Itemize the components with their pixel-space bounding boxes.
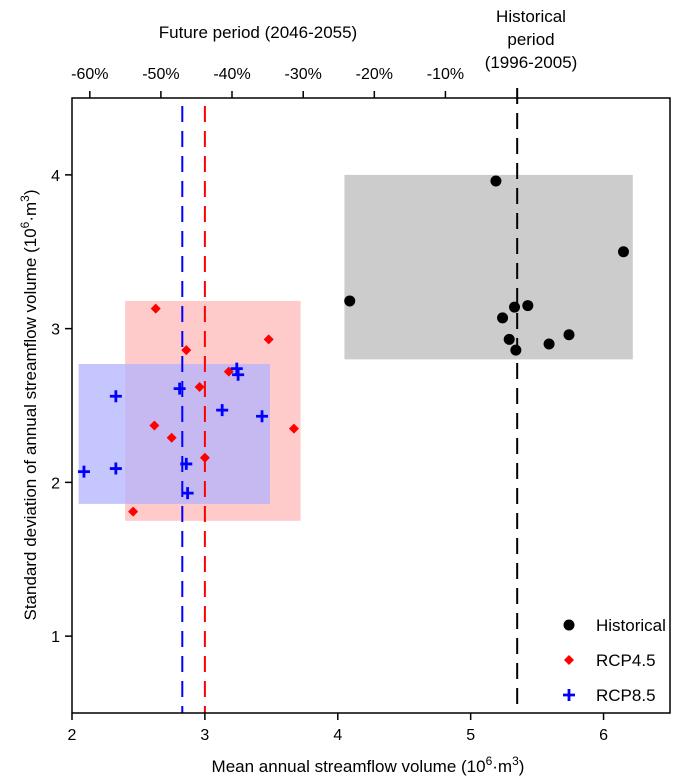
point-rcp45 xyxy=(199,452,210,463)
point-rcp85 xyxy=(109,390,122,403)
x-axis-title-sup2: 3 xyxy=(512,754,519,768)
legend-marker-rcp85 xyxy=(563,689,575,701)
point-historical xyxy=(510,344,522,356)
range-box-rcp85 xyxy=(78,363,271,504)
point-historical xyxy=(563,329,575,341)
point-rcp45 xyxy=(166,432,177,443)
x-tick-label: 3 xyxy=(200,727,209,744)
point-historical xyxy=(522,300,534,312)
y-axis-title: Standard deviation of annual streamflow … xyxy=(18,189,40,620)
top-axis-title: Future period (2046-2055) xyxy=(159,23,357,42)
y-tick-label: 2 xyxy=(51,475,60,492)
point-rcp45 xyxy=(149,420,160,431)
top-tick-label: -20% xyxy=(356,66,393,83)
top-tick-label: -40% xyxy=(213,66,250,83)
x-axis-title-sup: 6 xyxy=(486,754,493,768)
x-axis-title-close: ) xyxy=(519,757,525,776)
data-points xyxy=(77,175,629,517)
y-axis-title-main: Standard deviation of annual streamflow … xyxy=(21,228,40,620)
legend-label: Historical xyxy=(596,616,666,635)
point-rcp85 xyxy=(216,404,229,417)
y-axis-title-unit: ·m xyxy=(21,202,40,222)
point-rcp45 xyxy=(194,382,205,393)
point-historical xyxy=(490,175,502,187)
x-tick-label: 6 xyxy=(599,727,608,744)
point-rcp45 xyxy=(263,334,274,345)
top-tick-label: -50% xyxy=(142,66,179,83)
legend-marker-historical xyxy=(563,619,575,631)
top-tick-label: -60% xyxy=(71,66,108,83)
y-axis-title-sup2: 3 xyxy=(18,195,32,202)
y-tick-label: 3 xyxy=(51,322,60,339)
top-tick-label: -30% xyxy=(285,66,322,83)
legend-marker-rcp45 xyxy=(564,655,574,665)
plot-frame xyxy=(71,97,671,714)
point-rcp45 xyxy=(150,303,161,314)
x-axis-title-main: Mean annual streamflow volume (10 xyxy=(212,757,486,776)
point-rcp85 xyxy=(256,410,269,423)
historical-period-label-line2: period xyxy=(507,30,554,49)
y-axis-title-sup: 6 xyxy=(18,221,32,228)
point-rcp85 xyxy=(77,465,90,478)
point-rcp45 xyxy=(181,345,192,356)
point-rcp85 xyxy=(173,382,186,395)
y-tick-label: 1 xyxy=(51,629,60,646)
x-tick-label: 2 xyxy=(68,727,77,744)
y-tick-label: 4 xyxy=(51,168,60,185)
x-tick-label: 5 xyxy=(466,727,475,744)
point-historical xyxy=(543,338,555,350)
legend: Historical RCP4.5 RCP8.5 xyxy=(563,616,666,705)
point-rcp45 xyxy=(128,506,139,517)
axes: 2 3 4 5 6 1 2 3 4 -60% -50% -40% -30% -20% -10% xyxy=(51,66,608,744)
point-rcp85 xyxy=(181,487,194,500)
point-rcp85 xyxy=(180,457,193,470)
x-axis-title-unit: ·m xyxy=(492,757,512,776)
x-tick-label: 4 xyxy=(333,727,342,744)
historical-period-label-line3: (1996-2005) xyxy=(485,53,578,72)
x-axis-title: Mean annual streamflow volume (106·m3) xyxy=(212,754,525,776)
point-historical xyxy=(503,333,515,345)
point-rcp85 xyxy=(109,462,122,475)
legend-label: RCP8.5 xyxy=(596,686,656,705)
point-historical xyxy=(617,246,629,258)
historical-period-label-line1: Historical xyxy=(496,7,566,26)
point-rcp85 xyxy=(232,368,245,381)
top-tick-label: -10% xyxy=(427,66,464,83)
legend-label: RCP4.5 xyxy=(596,651,656,670)
range-box-historical xyxy=(344,174,633,360)
point-historical xyxy=(344,295,356,307)
point-rcp45 xyxy=(288,423,299,434)
y-axis-title-close: ) xyxy=(21,189,40,195)
point-historical xyxy=(509,301,521,313)
mean-lines xyxy=(181,88,519,713)
point-historical xyxy=(497,312,509,324)
